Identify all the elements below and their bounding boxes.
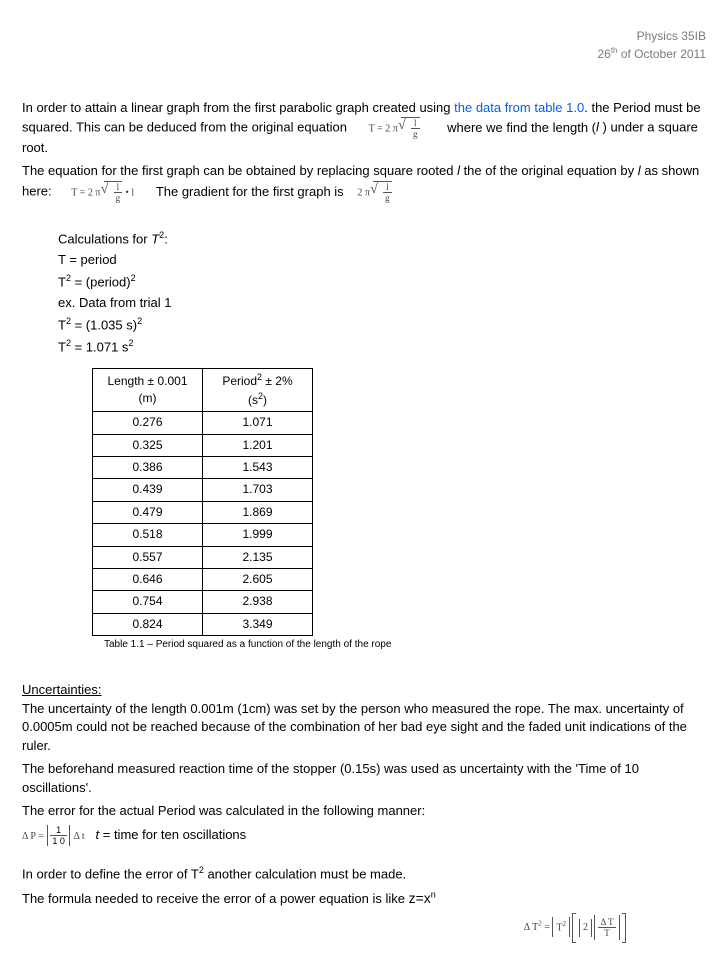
cell-period2: 3.349 (203, 613, 313, 635)
cell-period2: 1.201 (203, 434, 313, 456)
error-p2: The formula needed to receive the error … (22, 888, 706, 909)
table-row: 0.6462.605 (93, 569, 313, 591)
col-length-header: Length ± 0.001 (m) (93, 368, 203, 412)
cell-length: 0.386 (93, 457, 203, 479)
cell-length: 0.557 (93, 546, 203, 568)
page: Physics 35IB 26th of October 2011 In ord… (0, 0, 728, 973)
uncertainty-p1: The uncertainty of the length 0.001m (1c… (22, 700, 706, 757)
table-row: 0.5181.999 (93, 524, 313, 546)
cell-period2: 1.869 (203, 501, 313, 523)
page-header: Physics 35IB 26th of October 2011 (22, 28, 706, 63)
date: 26th of October 2011 (22, 45, 706, 63)
uncertainty-p3: The error for the actual Period was calc… (22, 802, 706, 821)
table-row: 0.4791.869 (93, 501, 313, 523)
cell-length: 0.479 (93, 501, 203, 523)
table-reference-link[interactable]: the data from table 1.0 (454, 100, 584, 115)
uncertainty-p2: The beforehand measured reaction time of… (22, 760, 706, 798)
equation-gradient: 2 π lg (357, 181, 391, 203)
delta-p-equation: Δ P = 11 0 Δ t t = time for ten oscillat… (22, 825, 706, 846)
cell-period2: 2.605 (203, 569, 313, 591)
table-row: 0.5572.135 (93, 546, 313, 568)
equation-original: T = 2 π lg (369, 117, 420, 139)
table-row: 0.4391.703 (93, 479, 313, 501)
data-table: Length ± 0.001 (m) Period2 ± 2% (s2) 0.2… (92, 368, 313, 637)
cell-length: 0.276 (93, 412, 203, 434)
cell-period2: 1.703 (203, 479, 313, 501)
cell-length: 0.439 (93, 479, 203, 501)
table-header-row: Length ± 0.001 (m) Period2 ± 2% (s2) (93, 368, 313, 412)
calculations-block: Calculations for T2: T = period T2 = (pe… (58, 229, 706, 357)
intro-paragraph: In order to attain a linear graph from t… (22, 99, 706, 159)
table-caption: Table 1.1 – Period squared as a function… (104, 638, 706, 653)
table-row: 0.3251.201 (93, 434, 313, 456)
calc-title: Calculations for T2: (58, 229, 706, 249)
cell-length: 0.325 (93, 434, 203, 456)
table-row: 0.2761.071 (93, 412, 313, 434)
table-row: 0.7542.938 (93, 591, 313, 613)
table-row: 0.3861.543 (93, 457, 313, 479)
error-p1: In order to define the error of T2 anoth… (22, 864, 706, 884)
delta-t2-equation: Δ T2 = T2 2 Δ TT (22, 913, 706, 943)
cell-period2: 1.543 (203, 457, 313, 479)
table-row: 0.8243.349 (93, 613, 313, 635)
cell-period2: 1.071 (203, 412, 313, 434)
col-period2-header: Period2 ± 2% (s2) (203, 368, 313, 412)
equation-modified: T = 2 π lg • l (71, 181, 134, 203)
cell-length: 0.518 (93, 524, 203, 546)
cell-period2: 1.999 (203, 524, 313, 546)
course-name: Physics 35IB (22, 28, 706, 45)
intro-paragraph-2: The equation for the first graph can be … (22, 162, 706, 203)
cell-length: 0.824 (93, 613, 203, 635)
cell-length: 0.646 (93, 569, 203, 591)
cell-length: 0.754 (93, 591, 203, 613)
uncertainties-heading: Uncertainties: (22, 681, 706, 700)
cell-period2: 2.938 (203, 591, 313, 613)
cell-period2: 2.135 (203, 546, 313, 568)
